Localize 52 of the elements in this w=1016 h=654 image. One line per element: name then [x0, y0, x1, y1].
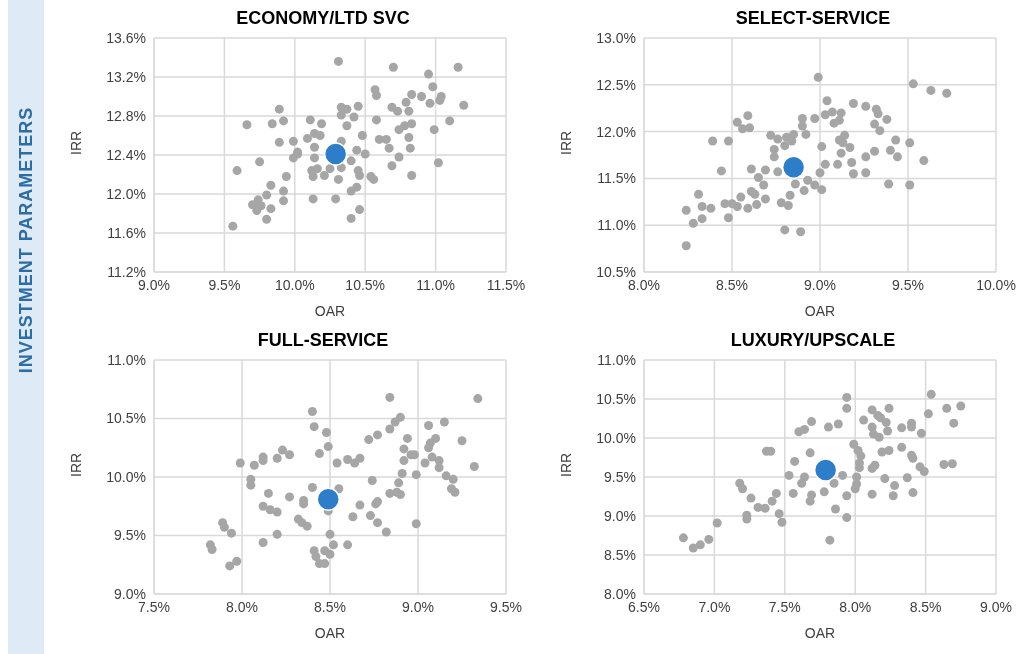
y-tick-label: 11.6%: [107, 224, 146, 241]
x-tick-label: 10.0%: [274, 276, 315, 293]
y-axis-title: IRR: [67, 452, 84, 477]
y-axis-title: IRR: [557, 452, 574, 477]
x-axis-title: OAR: [804, 625, 836, 641]
y-tick-label: 13.0%: [596, 29, 636, 46]
x-tick-label: 8.5%: [314, 598, 346, 615]
chart-title: ECONOMY/LTD SVC: [236, 8, 410, 28]
x-tick-label: 11.5%: [486, 276, 526, 293]
x-tick-label: 9.5%: [892, 276, 924, 293]
y-tick-label: 11.5%: [597, 170, 636, 187]
y-tick-label: 10.0%: [596, 429, 636, 446]
y-tick-label: 10.0%: [106, 468, 146, 485]
chart-title: LUXURY/UPSCALE: [730, 330, 896, 350]
x-tick-label: 9.0%: [402, 598, 434, 615]
y-tick-label: 9.0%: [604, 507, 636, 524]
y-tick-label: 12.0%: [106, 185, 146, 202]
x-tick-label: 8.5%: [909, 598, 942, 615]
y-tick-label: 8.5%: [604, 546, 636, 563]
text: INVESTMENT PARAMETERS: [15, 106, 37, 374]
x-tick-label: 8.0%: [226, 598, 258, 615]
y-tick-label: 9.5%: [114, 527, 146, 544]
chart-title: FULL-SERVICE: [257, 330, 389, 350]
chart-title: SELECT-SERVICE: [735, 8, 891, 28]
y-tick-label: 11.0%: [597, 217, 636, 234]
y-tick-label: 10.5%: [596, 390, 636, 407]
x-tick-label: 9.0%: [804, 276, 836, 293]
x-tick-label: 8.5%: [716, 276, 748, 293]
y-tick-label: 12.5%: [596, 76, 636, 93]
x-tick-label: 9.5%: [490, 598, 522, 615]
y-axis-title: IRR: [67, 130, 84, 155]
x-axis-title: OAR: [804, 303, 836, 319]
x-axis-title: OAR: [314, 303, 346, 319]
y-tick-label: 9.5%: [604, 468, 636, 485]
y-tick-label: 12.8%: [106, 107, 146, 124]
x-tick-label: 8.0%: [839, 598, 872, 615]
y-tick-label: 13.6%: [106, 29, 146, 46]
x-tick-label: 9.0%: [980, 598, 1012, 615]
y-tick-label: 11.0%: [107, 351, 146, 368]
y-tick-label: 12.4%: [106, 146, 146, 163]
y-tick-label: 13.2%: [106, 68, 146, 85]
x-tick-label: 10.5%: [345, 276, 386, 293]
y-tick-label: 11.0%: [597, 351, 636, 368]
x-tick-label: 10.0%: [976, 276, 1016, 293]
x-tick-label: 7.0%: [698, 598, 731, 615]
y-tick-label: 12.0%: [596, 123, 636, 140]
x-tick-label: 9.5%: [208, 276, 241, 293]
x-tick-label: 7.5%: [768, 598, 801, 615]
x-axis-title: OAR: [314, 625, 346, 641]
y-tick-label: 10.5%: [106, 410, 146, 427]
y-axis-title: IRR: [557, 130, 574, 155]
x-tick-label: 11.0%: [416, 276, 455, 293]
